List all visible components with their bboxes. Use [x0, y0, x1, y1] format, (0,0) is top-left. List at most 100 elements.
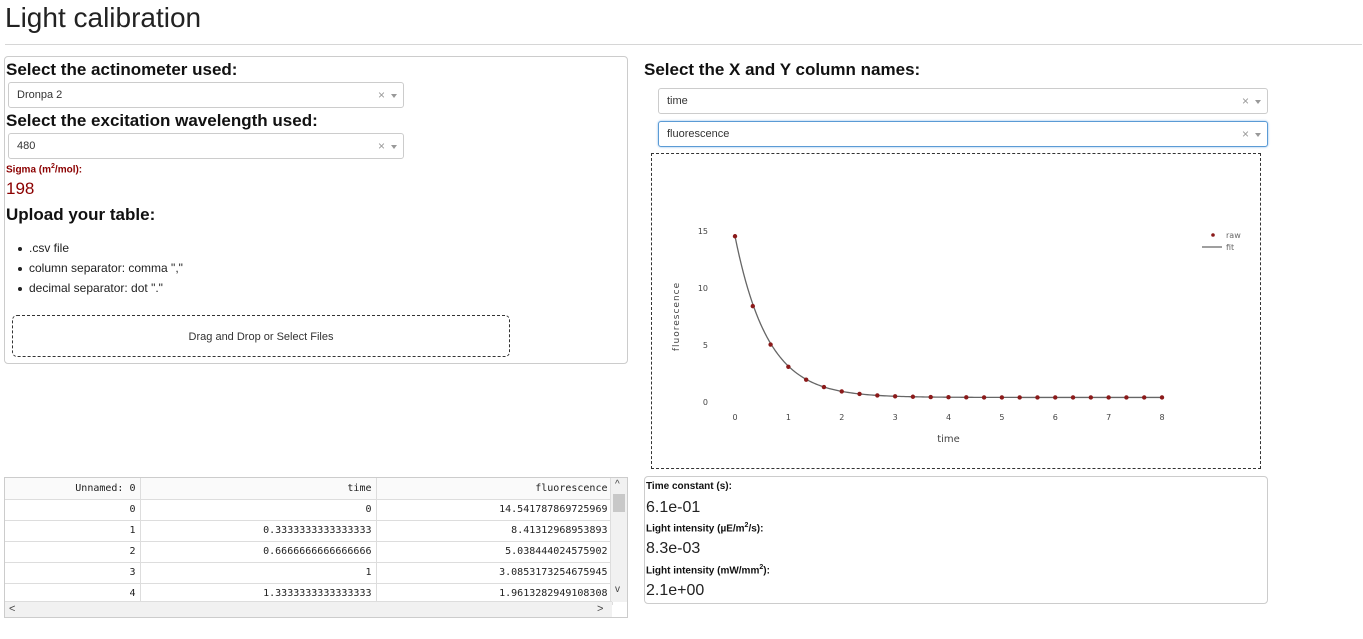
table-cell[interactable]: 0 — [5, 499, 141, 521]
chevron-down-icon[interactable] — [391, 94, 397, 98]
raw-data-point — [946, 395, 951, 400]
chart-container: 0 1 2 3 4 5 6 7 8 0 5 10 15 time fluorescence raw fit — [651, 153, 1261, 469]
scroll-up-icon[interactable]: ^ — [615, 479, 620, 490]
light-intensity-ue-label: Light intensity (µE/m2/s): — [646, 522, 764, 535]
fit-series-line — [734, 236, 1162, 399]
data-table: Unnamed: 0 time fluorescence 0 0 14.5417… — [5, 478, 613, 605]
raw-data-point — [892, 394, 898, 399]
table-row: 1 0.3333333333333333 8.41312968953893 — [5, 520, 613, 542]
x-tick-label: 3 — [893, 413, 898, 422]
data-table-container[interactable]: Unnamed: 0 time fluorescence 0 0 14.5417… — [4, 477, 628, 618]
legend-raw-marker — [1211, 233, 1215, 237]
light-intensity-mw-value: 2.1e+00 — [646, 582, 705, 599]
actinometer-select[interactable]: Dronpa 2 × — [8, 82, 404, 108]
table-cell[interactable]: 1 — [5, 520, 141, 542]
light-intensity-mw-label: Light intensity (mW/mm2): — [646, 564, 770, 577]
x-tick-label: 6 — [1053, 413, 1058, 422]
scrollbar-thumb[interactable] — [613, 494, 625, 512]
clear-icon[interactable]: × — [1241, 94, 1249, 108]
raw-data-point — [1035, 395, 1040, 400]
table-cell[interactable]: 8.41312968953893 — [376, 520, 613, 542]
x-tick-label: 4 — [946, 413, 951, 422]
x-tick-label: 8 — [1159, 413, 1164, 422]
clear-icon[interactable]: × — [377, 88, 385, 102]
table-cell[interactable]: 0.6666666666666666 — [140, 541, 377, 563]
y-column-select[interactable]: fluorescence × — [658, 121, 1268, 147]
file-dropzone[interactable]: Drag and Drop or Select Files — [12, 315, 510, 357]
upload-heading: Upload your table: — [6, 205, 156, 224]
vertical-scrollbar[interactable]: ^ v — [610, 478, 627, 602]
table-cell[interactable]: 0 — [140, 499, 377, 521]
chevron-down-icon[interactable] — [1255, 133, 1261, 137]
raw-data-point — [1070, 395, 1076, 400]
raw-data-point — [910, 394, 916, 399]
table-row: 3 1 3.0853173254675945 — [5, 562, 613, 584]
scroll-right-icon[interactable]: > — [597, 603, 604, 615]
list-item: .csv file — [17, 239, 183, 259]
raw-data-point — [786, 364, 791, 369]
chevron-down-icon[interactable] — [1255, 100, 1261, 104]
table-cell[interactable]: 1 — [140, 562, 377, 584]
table-row: 0 0 14.541787869725969 — [5, 499, 613, 521]
raw-data-point — [1053, 395, 1058, 400]
raw-data-point — [999, 395, 1005, 400]
scroll-left-icon[interactable]: < — [9, 603, 16, 615]
y-tick-label: 0 — [703, 398, 708, 407]
horizontal-scrollbar[interactable]: < > — [5, 601, 612, 617]
list-item: column separator: comma "," — [17, 259, 183, 279]
actinometer-value: Dronpa 2 — [17, 89, 63, 101]
chevron-down-icon[interactable] — [391, 145, 397, 149]
raw-data-point — [1106, 395, 1111, 400]
legend-raw-label: raw — [1226, 231, 1241, 240]
raw-data-point — [857, 391, 862, 397]
y-axis-label: fluorescence — [672, 282, 682, 351]
clear-icon[interactable]: × — [1241, 127, 1249, 141]
table-cell[interactable]: 5.038444024575902 — [376, 541, 613, 563]
raw-data-point — [1017, 395, 1022, 400]
raw-data-point — [981, 395, 987, 400]
clear-icon[interactable]: × — [377, 139, 385, 153]
list-item: decimal separator: dot "." — [17, 279, 183, 299]
table-cell[interactable]: 14.541787869725969 — [376, 499, 613, 521]
columns-heading: Select the X and Y column names: — [644, 60, 921, 79]
raw-data-point — [875, 393, 880, 398]
x-tick-label: 2 — [839, 413, 844, 422]
actinometer-label: Select the actinometer used: — [6, 60, 238, 79]
raw-data-point — [964, 395, 969, 400]
raw-data-point — [928, 394, 933, 400]
table-cell[interactable]: 3.0853173254675945 — [376, 562, 613, 584]
fluorescence-chart[interactable]: 0 1 2 3 4 5 6 7 8 0 5 10 15 time fluorescence raw fit — [652, 154, 1260, 468]
page-title: Light calibration — [5, 2, 202, 33]
table-cell[interactable]: 0.3333333333333333 — [140, 520, 377, 542]
scroll-down-icon[interactable]: v — [615, 584, 620, 595]
wavelength-value: 480 — [17, 140, 36, 152]
x-column-select[interactable]: time × — [658, 88, 1268, 114]
column-header[interactable]: fluorescence — [376, 478, 613, 500]
y-column-value: fluorescence — [667, 128, 730, 140]
wavelength-select[interactable]: 480 × — [8, 133, 404, 159]
raw-data-point — [839, 389, 844, 394]
sigma-value: 198 — [6, 179, 35, 198]
column-header[interactable]: time — [140, 478, 377, 500]
raw-data-point — [1159, 395, 1165, 400]
column-header[interactable]: Unnamed: 0 — [5, 478, 141, 500]
table-cell[interactable]: 2 — [5, 541, 141, 563]
x-tick-label: 5 — [999, 413, 1004, 422]
table-cell[interactable]: 3 — [5, 562, 141, 584]
raw-data-point — [1088, 395, 1094, 400]
light-intensity-ue-value: 8.3e-03 — [646, 540, 701, 557]
settings-panel: Select the actinometer used: Dronpa 2 × … — [4, 56, 628, 364]
raw-data-point — [732, 234, 738, 239]
table-row: 2 0.6666666666666666 5.038444024575902 — [5, 541, 613, 563]
time-constant-label: Time constant (s): — [646, 481, 732, 492]
upload-requirements-list: .csv file column separator: comma "," de… — [17, 239, 183, 299]
y-tick-label: 5 — [703, 341, 708, 350]
time-constant-value: 6.1e-01 — [646, 499, 701, 516]
sigma-label: Sigma (m2/mol): — [6, 163, 83, 176]
table-row: 4 1.3333333333333333 1.9613282949108308 — [5, 583, 613, 605]
x-column-value: time — [667, 95, 688, 107]
raw-data-point — [803, 377, 809, 382]
y-tick-label: 15 — [698, 227, 708, 236]
x-tick-label: 1 — [786, 413, 791, 422]
table-header-row: Unnamed: 0 time fluorescence — [5, 478, 613, 500]
